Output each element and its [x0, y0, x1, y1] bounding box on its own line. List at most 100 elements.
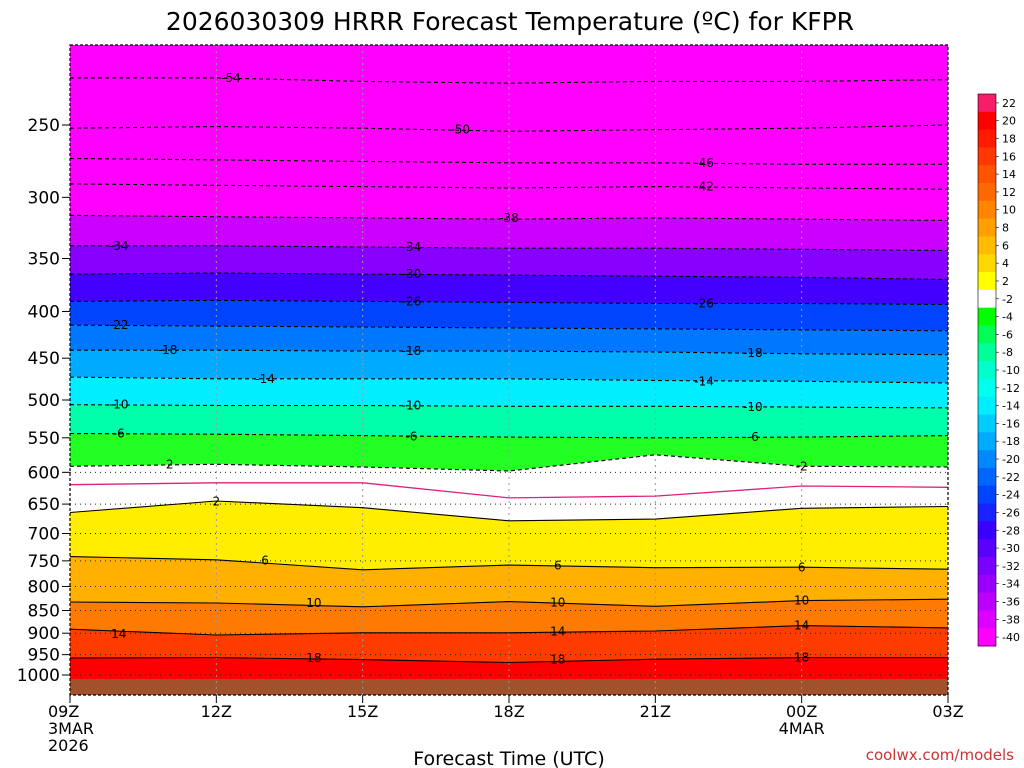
colorbar-cell	[978, 94, 996, 113]
isotherm--34	[70, 245, 948, 252]
y-tick-label: 700	[28, 524, 60, 544]
contour-label: -6	[747, 430, 759, 444]
x-tick-label: 2026	[48, 736, 89, 755]
colorbar-cell	[978, 450, 996, 469]
colorbar-cell	[978, 556, 996, 576]
contour-label: 10	[794, 594, 809, 608]
ground-band	[70, 678, 948, 695]
contour-label: -22	[109, 318, 129, 332]
colorbar-label: -2	[1002, 293, 1013, 306]
colorbar-label: -40	[1002, 631, 1020, 644]
temperature-band	[70, 349, 948, 384]
colorbar-cell	[978, 254, 996, 273]
contour-label: 18	[306, 651, 321, 665]
colorbar-cell	[978, 610, 996, 629]
colorbar-cell	[978, 111, 996, 131]
contour-label: 18	[794, 651, 809, 665]
x-tick-label: 00Z	[786, 702, 817, 721]
contour-label: -34	[402, 240, 422, 254]
colorbar-label: 4	[1002, 257, 1009, 270]
isotherm-contours	[70, 77, 948, 664]
colorbar-cell	[978, 200, 996, 220]
contour-label: 14	[794, 619, 809, 633]
x-tick-label: 15Z	[347, 702, 378, 721]
x-axis-label: Forecast Time (UTC)	[413, 748, 604, 768]
contour-label: 6	[261, 553, 269, 567]
contour-label: -18	[402, 344, 422, 358]
x-tick-label: 21Z	[640, 702, 671, 721]
contour-label: -26	[694, 296, 714, 310]
contour-label: -34	[109, 239, 129, 253]
contour-label: -2	[796, 459, 808, 473]
y-tick-label: 450	[28, 349, 60, 369]
colorbar-cell	[978, 378, 996, 398]
colorbar-cell	[978, 129, 996, 148]
contour-label: -14	[694, 374, 714, 388]
colorbar-cell	[978, 503, 996, 522]
isotherm-2	[70, 500, 948, 522]
contour-label: -38	[499, 211, 519, 225]
contour-label: -30	[402, 267, 422, 281]
colorbar-cell	[978, 307, 996, 326]
temperature-band	[70, 404, 948, 439]
x-tick-label: 09Z	[48, 702, 79, 721]
colorbar-label: -34	[1002, 578, 1020, 591]
isotherm-6	[70, 556, 948, 571]
colorbar-cell	[978, 236, 996, 255]
contour-label: -10	[109, 398, 129, 412]
y-tick-label: 900	[28, 624, 60, 644]
y-tick-label: 850	[28, 602, 60, 622]
contour-label: 6	[798, 561, 806, 575]
colorbar-label: 22	[1002, 97, 1016, 110]
temperature-band	[70, 272, 948, 305]
y-tick-label: 550	[28, 429, 60, 449]
colorbar-label: -26	[1002, 506, 1020, 519]
colorbar-label: -16	[1002, 417, 1020, 430]
colorbar-cell	[978, 628, 996, 647]
colorbar-cell	[978, 325, 996, 344]
isotherm--22	[70, 324, 948, 332]
contour-label: -6	[405, 429, 417, 443]
isotherm--14	[70, 376, 948, 384]
contour-label: -18	[743, 346, 763, 360]
isotherm-0	[70, 482, 948, 499]
colorbar-label: -24	[1002, 489, 1020, 502]
contour-label: -10	[402, 399, 422, 413]
colorbar-cell	[978, 396, 996, 416]
colorbar-cell	[978, 432, 996, 451]
y-tick-label: 950	[28, 646, 60, 666]
y-tick-label: 400	[28, 302, 60, 322]
colorbar-cell	[978, 147, 996, 166]
colorbar-label: 6	[1002, 239, 1009, 252]
colorbar-cell	[978, 343, 996, 362]
isotherm-14	[70, 625, 948, 636]
x-tick-label: 03Z	[932, 702, 963, 721]
y-tick-label: 300	[28, 188, 60, 208]
grid-lines	[70, 45, 948, 695]
pressure-axis: 2503003504004505005506006507007508008509…	[17, 116, 70, 686]
contour-label: -54	[221, 71, 241, 85]
contour-label: 2	[213, 495, 221, 509]
x-tick-label: 4MAR	[779, 719, 825, 738]
contour-label: -6	[113, 426, 125, 440]
isotherm-10	[70, 598, 948, 608]
isotherm--30	[70, 272, 948, 281]
colorbar-cell	[978, 218, 996, 237]
colorbar-label: -6	[1002, 328, 1013, 341]
isotherm--18	[70, 349, 948, 356]
colorbar-cell	[978, 183, 996, 202]
colorbar-label: -28	[1002, 524, 1020, 537]
contour-label: 18	[550, 653, 565, 667]
colorbar-cell	[978, 485, 996, 505]
contour-label: -50	[450, 123, 470, 137]
colorbar-cell	[978, 165, 996, 184]
isotherm-18	[70, 657, 948, 664]
colorbar-cell	[978, 592, 996, 611]
contour-label: -46	[694, 156, 714, 170]
colorbar-label: -18	[1002, 435, 1020, 448]
colorbar-label: 10	[1002, 204, 1016, 217]
contour-label: -10	[743, 400, 763, 414]
y-tick-label: 1000	[17, 666, 60, 686]
